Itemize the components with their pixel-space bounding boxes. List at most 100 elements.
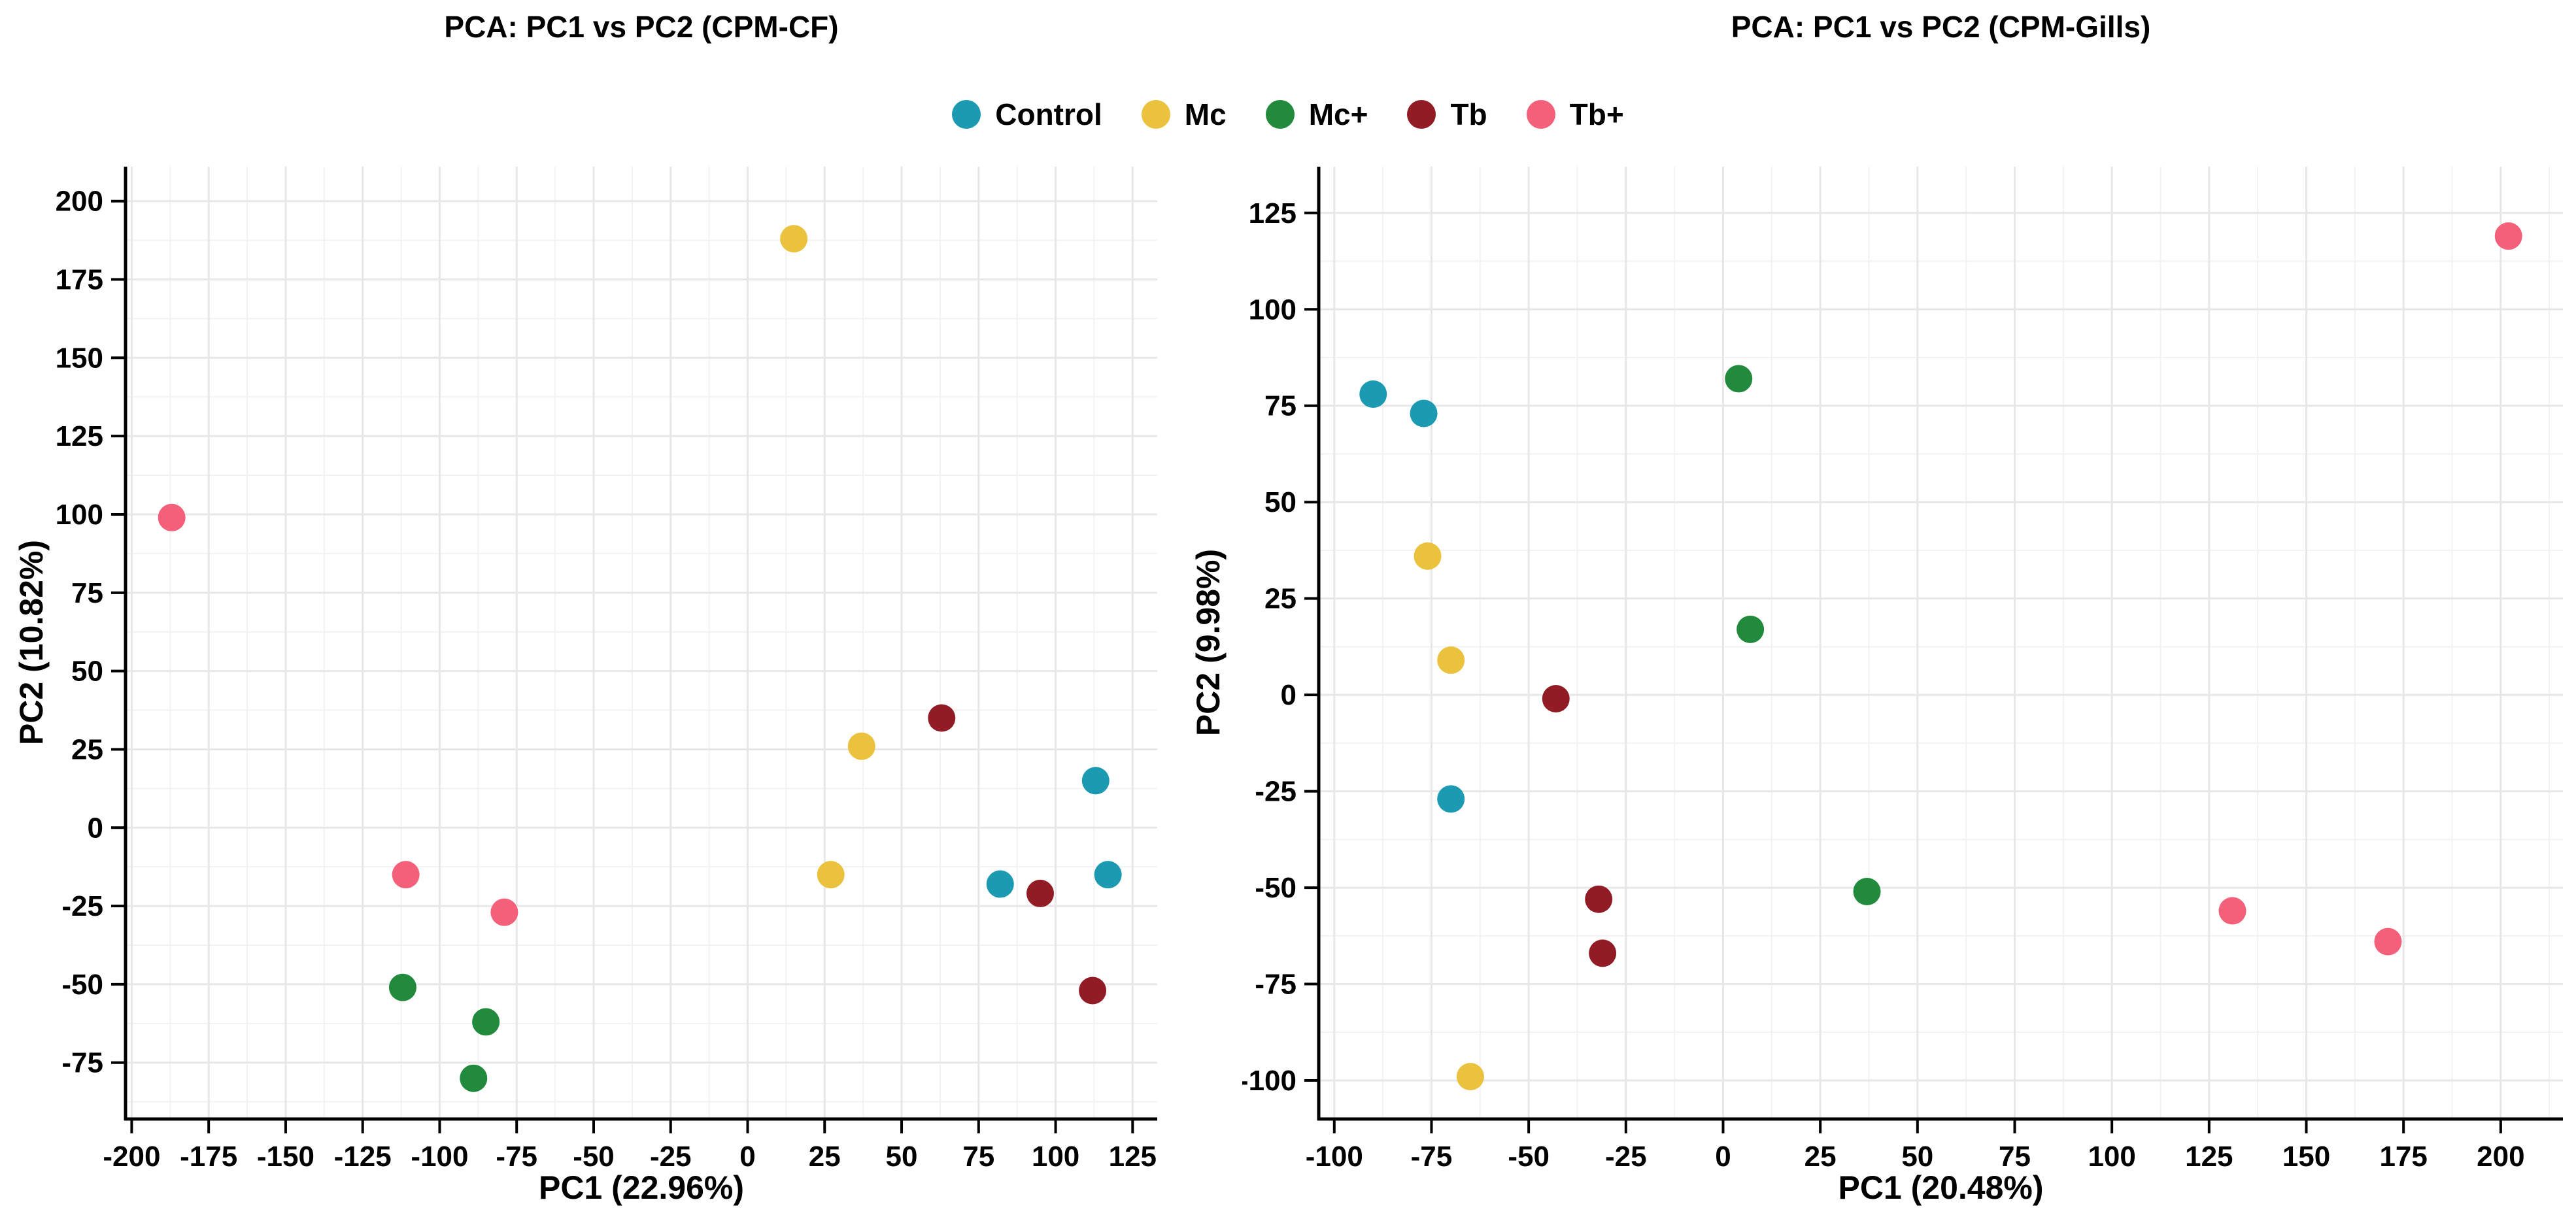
x-tick-label: 25: [809, 1141, 841, 1173]
legend-item-tb-plus: Tb+: [1526, 97, 1624, 132]
x-tick-label: -50: [1508, 1141, 1550, 1173]
data-point-tb-plus: [490, 898, 518, 926]
data-point-control: [1437, 785, 1465, 813]
legend-label: Tb+: [1569, 97, 1624, 131]
left-x-axis-title: PC1 (22.96%): [538, 1169, 745, 1206]
legend: Control Mc Mc+ Tb Tb+: [0, 92, 2576, 137]
y-tick-label: -75: [61, 1047, 103, 1079]
data-point-tb: [1589, 939, 1617, 967]
legend-item-mc: Mc: [1141, 97, 1227, 132]
x-tick-label: -100: [411, 1141, 468, 1173]
x-tick-label: 50: [1901, 1141, 1933, 1173]
x-tick-label: -25: [1605, 1141, 1647, 1173]
data-point-tb: [1079, 977, 1107, 1005]
x-tick-label: 50: [886, 1141, 918, 1173]
data-point-tb-plus: [2374, 927, 2402, 956]
data-point-tb-plus: [158, 503, 186, 531]
legend-item-tb: Tb: [1407, 97, 1487, 132]
data-point-mc-plus: [460, 1064, 488, 1092]
data-point-mc-plus: [1725, 365, 1753, 393]
x-tick-label: 75: [1999, 1141, 2031, 1173]
legend-dot-icon: [1407, 100, 1436, 129]
data-point-mc-plus: [1737, 615, 1765, 643]
legend-label: Mc+: [1308, 97, 1368, 131]
y-tick-label: 50: [1264, 486, 1296, 518]
data-point-mc-plus: [388, 973, 416, 1001]
data-point-tb-plus: [392, 861, 420, 889]
legend-label: Tb: [1450, 97, 1487, 131]
data-point-control: [986, 870, 1014, 898]
y-tick-label: 175: [56, 264, 103, 296]
x-tick-label: 125: [2185, 1141, 2233, 1173]
x-tick-label: -150: [257, 1141, 314, 1173]
x-tick-label: -125: [334, 1141, 392, 1173]
x-tick-label: -50: [573, 1141, 615, 1173]
y-tick-label: 75: [71, 577, 103, 609]
x-tick-label: -75: [1411, 1141, 1453, 1173]
data-point-tb: [1026, 879, 1055, 907]
y-tick-label: 150: [56, 342, 103, 374]
data-point-tb: [1542, 685, 1570, 713]
x-tick-label: -100: [1306, 1141, 1363, 1173]
x-tick-label: -200: [103, 1141, 160, 1173]
data-point-control: [1359, 380, 1387, 409]
data-point-mc-plus: [472, 1008, 500, 1036]
y-tick-label: 25: [1264, 583, 1296, 615]
legend-dot-icon: [1526, 100, 1555, 129]
y-tick-label: -25: [1255, 776, 1296, 808]
y-tick-label: 50: [71, 656, 103, 688]
data-point-tb-plus: [2218, 897, 2246, 925]
data-point-tb-plus: [2494, 222, 2522, 250]
left-y-axis-title: PC2 (10.82%): [13, 539, 50, 746]
x-tick-label: 125: [1109, 1141, 1157, 1173]
y-tick-label: 125: [56, 420, 103, 452]
y-tick-label: 125: [1249, 197, 1296, 229]
right-x-axis-title: PC1 (20.48%): [1838, 1169, 2044, 1206]
legend-label: Mc: [1184, 97, 1227, 131]
data-point-tb: [928, 704, 956, 732]
left-plot-title: PCA: PC1 vs PC2 (CPM-CF): [444, 10, 839, 44]
x-tick-label: 200: [2477, 1141, 2524, 1173]
data-point-mc: [1456, 1063, 1484, 1091]
y-tick-label: -75: [1255, 969, 1296, 1001]
legend-item-control: Control: [952, 97, 1102, 132]
data-point-mc: [847, 732, 875, 760]
data-point-mc: [780, 225, 808, 253]
y-tick-label: -25: [61, 890, 103, 922]
x-tick-label: 75: [962, 1141, 994, 1173]
y-tick-label: 0: [88, 812, 103, 844]
legend-label: Control: [995, 97, 1102, 131]
y-tick-label: -100: [1242, 1065, 1296, 1097]
right-y-axis-title: PC2 (9.98%): [1190, 548, 1227, 737]
legend-item-mc-plus: Mc+: [1265, 97, 1368, 132]
right-plot-title: PCA: PC1 vs PC2 (CPM-Gills): [1731, 10, 2151, 44]
data-point-mc-plus: [1853, 877, 1881, 905]
x-tick-label: 25: [1805, 1141, 1837, 1173]
data-point-mc: [1437, 646, 1465, 675]
legend-dot-icon: [1141, 100, 1170, 129]
data-point-tb: [1585, 885, 1613, 913]
x-tick-label: 100: [1032, 1141, 1079, 1173]
x-tick-label: 150: [2282, 1141, 2330, 1173]
x-tick-label: 0: [739, 1141, 755, 1173]
y-tick-label: 100: [1249, 293, 1296, 326]
x-tick-label: -75: [496, 1141, 537, 1173]
left-plot-panel: -200 -175 -150 -125 -100 -75 -50 -25 0 25 50 75 100 1…: [56, 167, 1157, 1173]
data-point-control: [1094, 861, 1122, 889]
y-tick-label: 100: [56, 499, 103, 531]
data-point-control: [1081, 767, 1110, 795]
y-tick-label: 0: [1281, 679, 1296, 711]
x-tick-label: 100: [2088, 1141, 2135, 1173]
x-tick-label: 0: [1715, 1141, 1731, 1173]
data-point-mc: [817, 861, 845, 889]
y-tick-label: 75: [1264, 390, 1296, 422]
data-point-control: [1410, 399, 1438, 427]
y-tick-label: -50: [1255, 872, 1296, 904]
x-tick-label: 175: [2379, 1141, 2427, 1173]
legend-dot-icon: [952, 100, 981, 129]
y-tick-label: 200: [56, 186, 103, 218]
data-point-mc: [1414, 542, 1442, 570]
y-tick-label: -50: [61, 969, 103, 1001]
x-tick-label: -175: [180, 1141, 237, 1173]
